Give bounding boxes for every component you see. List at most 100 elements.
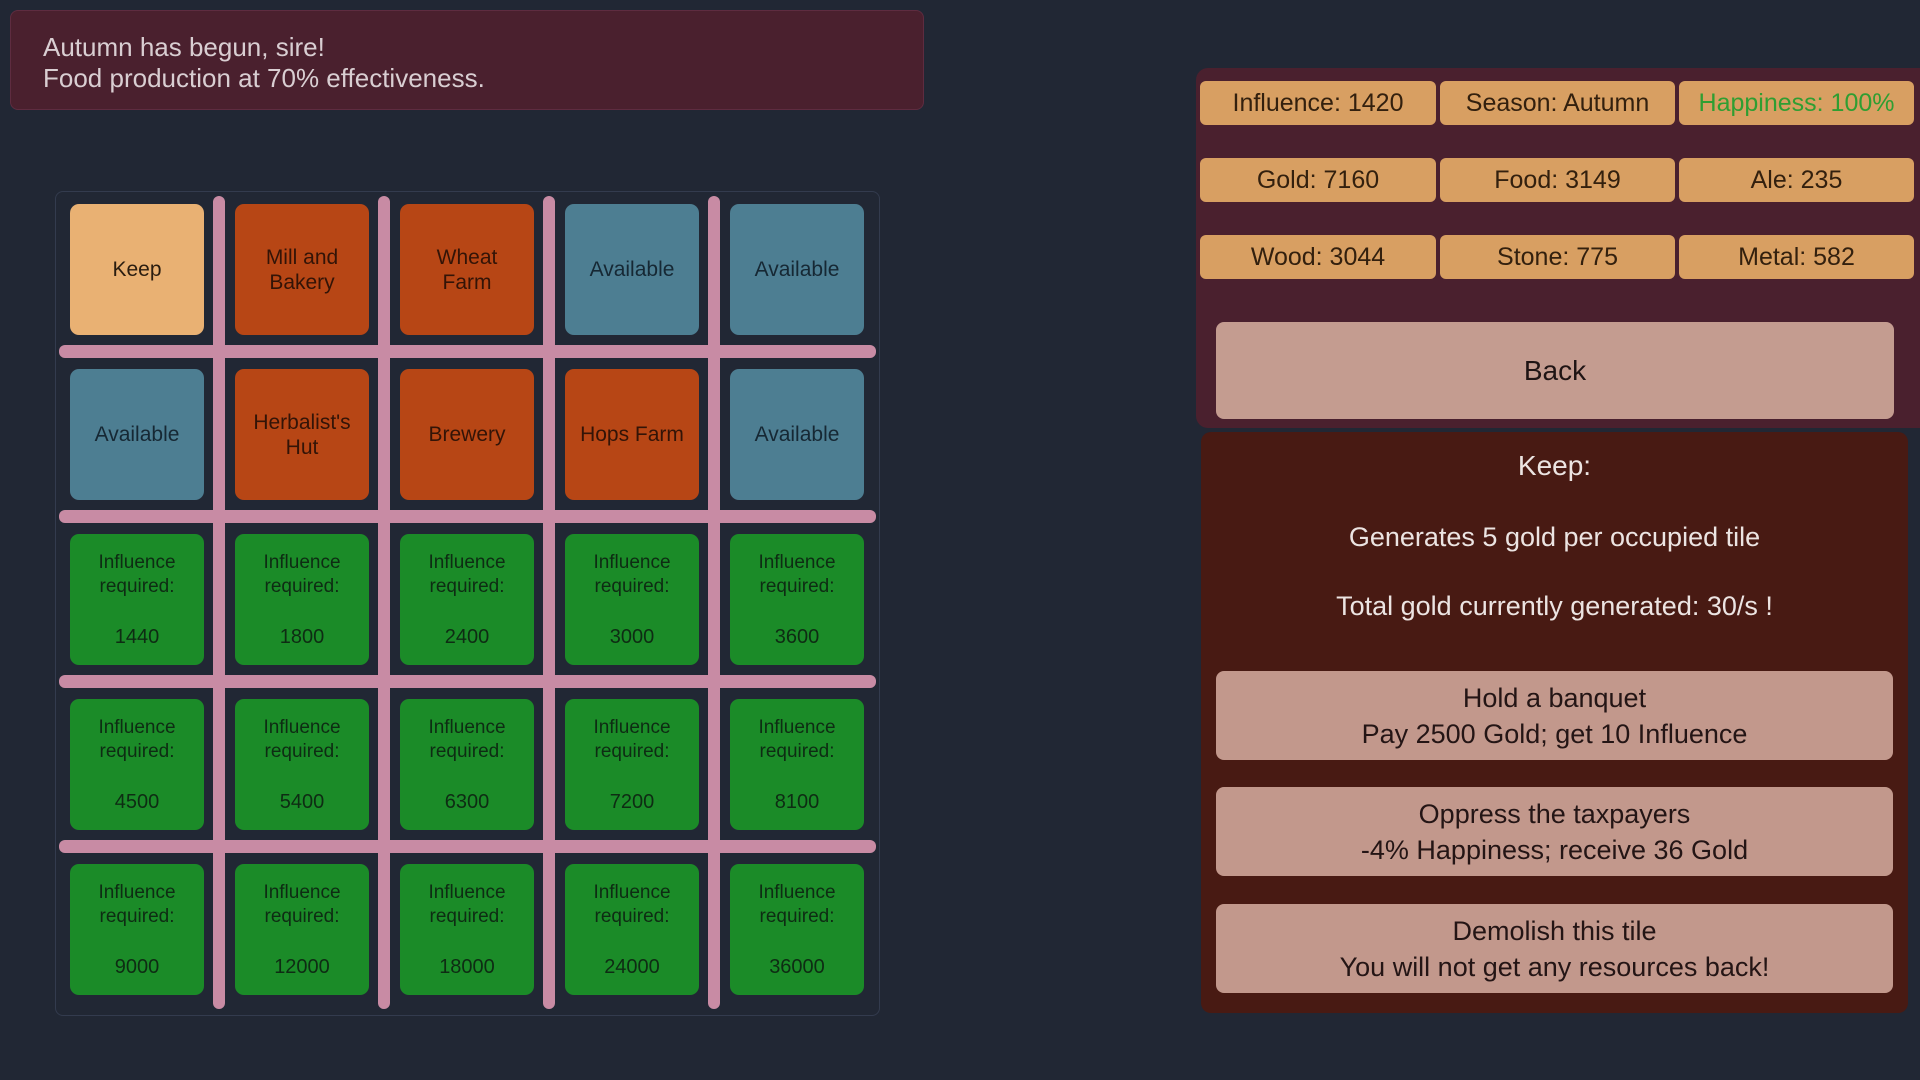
resource-ale: Ale: 235 (1679, 158, 1914, 202)
action-title: Hold a banquet (1462, 682, 1647, 713)
tile-label: Influence required: (98, 551, 176, 597)
tile-influence-value: 4500 (114, 790, 160, 813)
grid-tile-locked[interactable]: Influence required: 12000 (235, 864, 369, 995)
tile-label: Influence required: (428, 881, 506, 927)
resource-season: Season: Autumn (1440, 81, 1675, 125)
grid-divider-horizontal (59, 840, 876, 853)
tile-influence-value: 36000 (769, 955, 825, 978)
tile-label: Wheat Farm (436, 245, 498, 294)
action-title: Oppress the taxpayers (1418, 798, 1691, 829)
grid-tile-locked[interactable]: Influence required: 9000 (70, 864, 204, 995)
tile-label: Influence required: (428, 551, 506, 597)
tile-label: Influence required: (263, 881, 341, 927)
tile-label: Influence required: (593, 716, 671, 762)
grid-tile-locked[interactable]: Influence required: 1440 (70, 534, 204, 665)
grid-tile-hops-farm[interactable]: Hops Farm (565, 369, 699, 500)
tile-label: Available (754, 258, 840, 281)
grid-tile-locked[interactable]: Influence required: 3000 (565, 534, 699, 665)
tile-label: Influence required: (758, 716, 836, 762)
grid-divider-vertical (708, 196, 720, 1009)
tile-label: Influence required: (263, 716, 341, 762)
tile-label: Influence required: (98, 716, 176, 762)
tile-label: Mill and Bakery (265, 245, 339, 294)
tile-label: Influence required: (98, 881, 176, 927)
notification-line-2: Food production at 70% effectiveness. (43, 63, 485, 93)
tile-influence-value: 12000 (274, 955, 330, 978)
build-grid-tiles: Keep Mill and Bakery Wheat Farm Available Av… (56, 192, 879, 1015)
resource-gold: Gold: 7160 (1200, 158, 1436, 202)
grid-tile-locked[interactable]: Influence required: 6300 (400, 699, 534, 830)
tile-influence-value: 3000 (609, 625, 655, 648)
tile-influence-value: 1800 (279, 625, 325, 648)
tile-label: Available (94, 423, 180, 446)
build-grid: Keep Mill and Bakery Wheat Farm Available Av… (55, 191, 880, 1016)
grid-tile-available[interactable]: Available (565, 204, 699, 335)
grid-tile-keep[interactable]: Keep (70, 204, 204, 335)
grid-tile-locked[interactable]: Influence required: 4500 (70, 699, 204, 830)
tile-label: Herbalist's Hut (253, 410, 351, 459)
tile-info-description: Generates 5 gold per occupied tile (1348, 522, 1761, 552)
grid-divider-horizontal (59, 510, 876, 523)
action-subtitle: Pay 2500 Gold; get 10 Influence (1361, 718, 1748, 749)
resource-metal: Metal: 582 (1679, 235, 1914, 279)
grid-divider-vertical (543, 196, 555, 1009)
tile-label: Hops Farm (580, 423, 684, 446)
tile-label: Available (589, 258, 675, 281)
tile-influence-value: 1440 (114, 625, 160, 648)
tile-influence-value: 5400 (279, 790, 325, 813)
resource-influence: Influence: 1420 (1200, 81, 1436, 125)
resource-bar: Influence: 1420 Season: Autumn Happiness… (1196, 68, 1920, 428)
grid-tile-locked[interactable]: Influence required: 24000 (565, 864, 699, 995)
demolish-tile-button[interactable]: Demolish this tile You will not get any … (1216, 904, 1893, 993)
grid-tile-available[interactable]: Available (730, 204, 864, 335)
grid-tile-available[interactable]: Available (70, 369, 204, 500)
oppress-taxpayers-button[interactable]: Oppress the taxpayers -4% Happiness; rec… (1216, 787, 1893, 876)
action-title: Demolish this tile (1452, 915, 1657, 946)
tile-influence-value: 9000 (114, 955, 160, 978)
grid-tile-locked[interactable]: Influence required: 36000 (730, 864, 864, 995)
grid-divider-vertical (378, 196, 390, 1009)
tile-info-title: Keep: (1517, 450, 1592, 481)
tile-label: Brewery (428, 423, 506, 446)
grid-divider-vertical (213, 196, 225, 1009)
tile-label: Influence required: (593, 551, 671, 597)
grid-tile-locked[interactable]: Influence required: 5400 (235, 699, 369, 830)
tile-label: Available (754, 423, 840, 446)
back-button[interactable]: Back (1216, 322, 1894, 419)
tile-influence-value: 24000 (604, 955, 660, 978)
tile-influence-value: 2400 (444, 625, 490, 648)
grid-tile-locked[interactable]: Influence required: 2400 (400, 534, 534, 665)
tile-label: Influence required: (428, 716, 506, 762)
resource-stone: Stone: 775 (1440, 235, 1675, 279)
grid-tile-available[interactable]: Available (730, 369, 864, 500)
tile-label: Influence required: (593, 881, 671, 927)
grid-divider-horizontal (59, 675, 876, 688)
tile-influence-value: 8100 (774, 790, 820, 813)
hold-banquet-button[interactable]: Hold a banquet Pay 2500 Gold; get 10 Inf… (1216, 671, 1893, 760)
grid-tile-locked[interactable]: Influence required: 18000 (400, 864, 534, 995)
resource-happiness: Happiness: 100% (1679, 81, 1914, 125)
tile-label: Keep (112, 258, 162, 281)
tile-info-panel: Keep: Generates 5 gold per occupied tile… (1201, 432, 1908, 1013)
grid-tile-locked[interactable]: Influence required: 8100 (730, 699, 864, 830)
notification-line-1: Autumn has begun, sire! (43, 32, 325, 62)
grid-tile-herbalist-s-hut[interactable]: Herbalist's Hut (235, 369, 369, 500)
grid-tile-locked[interactable]: Influence required: 7200 (565, 699, 699, 830)
tile-influence-value: 18000 (439, 955, 495, 978)
resource-food: Food: 3149 (1440, 158, 1675, 202)
notification-banner: Autumn has begun, sire! Food production … (10, 10, 924, 110)
grid-tile-locked[interactable]: Influence required: 1800 (235, 534, 369, 665)
action-subtitle: You will not get any resources back! (1339, 951, 1770, 982)
tile-label: Influence required: (758, 881, 836, 927)
grid-tile-brewery[interactable]: Brewery (400, 369, 534, 500)
tile-label: Influence required: (758, 551, 836, 597)
tile-influence-value: 7200 (609, 790, 655, 813)
grid-tile-locked[interactable]: Influence required: 3600 (730, 534, 864, 665)
grid-tile-wheat-farm[interactable]: Wheat Farm (400, 204, 534, 335)
grid-tile-mill-and-bakery[interactable]: Mill and Bakery (235, 204, 369, 335)
tile-info-generation: Total gold currently generated: 30/s ! (1336, 591, 1773, 621)
tile-label: Influence required: (263, 551, 341, 597)
tile-influence-value: 6300 (444, 790, 490, 813)
tile-influence-value: 3600 (774, 625, 820, 648)
action-subtitle: -4% Happiness; receive 36 Gold (1360, 834, 1749, 865)
